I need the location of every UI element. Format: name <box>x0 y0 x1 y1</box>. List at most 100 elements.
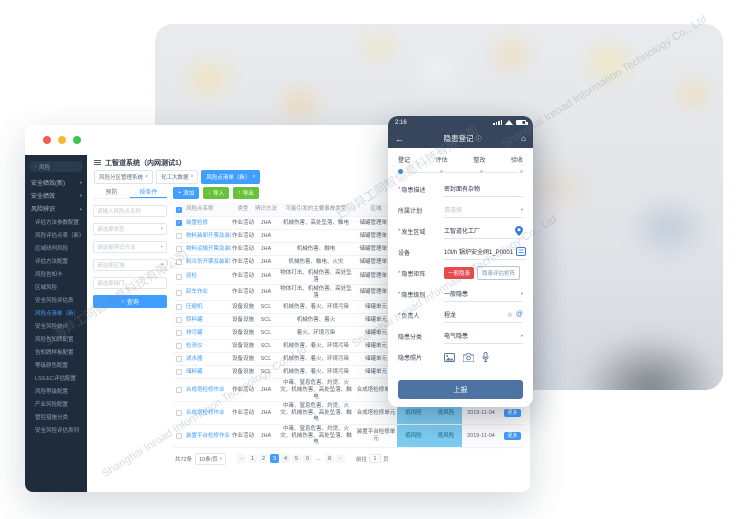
row-checkbox[interactable] <box>176 317 182 324</box>
next-page-button[interactable]: › <box>336 454 346 464</box>
risk-point-link[interactable]: 转料罐 <box>186 317 203 324</box>
query-button[interactable]: ○ 查询 <box>93 295 167 308</box>
sidebar-item[interactable]: 评估方法参数配置 <box>25 215 87 228</box>
page-button[interactable]: 2 <box>259 454 269 464</box>
page-size-select[interactable]: 10条/页 ▾ <box>195 452 227 465</box>
close-icon[interactable]: × <box>145 174 148 180</box>
row-checkbox[interactable] <box>176 387 182 394</box>
import-button[interactable]: ↓ 导入 <box>203 187 229 199</box>
row-checkbox[interactable] <box>176 432 182 439</box>
field-value[interactable]: 工智道化工厂 <box>444 225 523 239</box>
page-ellipsis[interactable]: ... <box>316 455 321 462</box>
submit-button[interactable]: 上报 <box>398 380 523 399</box>
matrix-level-button[interactable]: 一般隐患 <box>444 267 475 279</box>
risk-point-link[interactable]: 合成塔检修作业 <box>186 386 225 393</box>
row-checkbox[interactable] <box>176 233 182 239</box>
sidebar-item[interactable]: 等级颜色配置 <box>25 358 87 371</box>
row-checkbox[interactable] <box>176 304 182 311</box>
sidebar-item[interactable]: 评估方法配置 <box>25 254 87 267</box>
field-value[interactable]: 一般隐患 隐患评估矩阵 <box>444 266 523 281</box>
sidebar-item[interactable]: 风险告知卡 <box>25 267 87 280</box>
camera-icon[interactable] <box>463 352 474 362</box>
sidebar-item[interactable]: 区域研判风险 <box>25 241 87 254</box>
row-checkbox[interactable] <box>176 273 182 280</box>
info-icon[interactable]: ⓘ <box>475 137 482 143</box>
more-button[interactable]: 更多 <box>504 409 521 418</box>
row-checkbox[interactable] <box>176 259 182 265</box>
row-checkbox[interactable] <box>176 410 182 417</box>
risk-point-link[interactable]: 装置检修 <box>186 219 209 226</box>
row-checkbox[interactable] <box>176 369 182 376</box>
field-value[interactable]: 程龙 ⊗ @ <box>444 309 523 323</box>
sidebar-item[interactable]: 安全风险评估表 <box>25 293 87 306</box>
mic-icon[interactable] <box>482 352 489 362</box>
page-button[interactable]: 6 <box>303 454 313 464</box>
tab-item[interactable]: 化工大数据 × <box>155 170 199 184</box>
device-select-icon[interactable] <box>516 247 527 256</box>
risk-point-link[interactable]: 滤水器 <box>186 356 203 363</box>
row-checkbox[interactable]: ✓ <box>176 220 182 226</box>
risk-point-link[interactable]: 压缩机 <box>186 304 203 311</box>
sidebar-item[interactable]: 安全绩效 ▾ <box>25 189 87 202</box>
risk-point-link[interactable]: 合成塔检修作业 <box>186 409 225 416</box>
close-icon[interactable]: × <box>252 174 256 180</box>
filter-select[interactable]: 请选择辨识方法 ▾ <box>93 241 167 253</box>
risk-point-link[interactable]: 检测仪 <box>186 343 203 350</box>
field-value[interactable]: 密封面有杂物 <box>444 183 523 197</box>
filter-input[interactable]: 请选择部门 <box>93 277 167 289</box>
sidebar-item[interactable]: 告知牌样板配置 <box>25 345 87 358</box>
tab-item[interactable]: 风险点清单（新） × <box>201 170 261 184</box>
row-checkbox[interactable] <box>176 343 182 350</box>
sidebar-item[interactable]: 风险评估点表（新） <box>25 228 87 241</box>
sidebar-item[interactable]: 管控措施分类 <box>25 410 87 423</box>
risk-point-link[interactable]: 装置平台检修作业 <box>186 432 231 439</box>
filter-tab[interactable]: 按条件 <box>130 187 167 198</box>
sidebar-item[interactable]: LS/LEC评估配置 <box>25 371 87 384</box>
select-all-checkbox[interactable]: ✓ <box>176 206 182 213</box>
minimize-window-button[interactable] <box>58 136 66 144</box>
photo-icon[interactable] <box>444 352 455 362</box>
sidebar-item[interactable]: 风险辨识 ▴ <box>25 202 87 215</box>
matrix-detail-button[interactable]: 隐患评估矩阵 <box>477 266 521 280</box>
row-checkbox[interactable] <box>176 330 182 337</box>
sidebar-item[interactable]: 风险等级配置 <box>25 384 87 397</box>
sidebar-item[interactable]: 安全风险统计 <box>25 319 87 332</box>
page-button[interactable]: 4 <box>281 454 291 464</box>
export-button[interactable]: ↑ 导出 <box>233 187 259 199</box>
sidebar-item[interactable]: 风险告知牌配置 <box>25 332 87 345</box>
location-pin-icon[interactable] <box>515 225 523 236</box>
risk-point-link[interactable]: 物料装卸开票及装卸 <box>186 232 231 239</box>
page-button[interactable]: 8 <box>325 454 335 464</box>
menu-icon[interactable] <box>94 160 101 165</box>
field-value[interactable] <box>444 351 523 365</box>
field-value[interactable]: 电气隐患 ▾ <box>444 330 523 344</box>
mention-icon[interactable]: @ <box>515 311 523 318</box>
row-checkbox[interactable] <box>176 289 182 296</box>
field-value[interactable]: 请选择 ▾ <box>444 204 523 218</box>
prev-page-button[interactable]: ‹ <box>237 454 247 464</box>
risk-point-link[interactable]: 储料罐 <box>186 369 203 376</box>
page-button[interactable]: 1 <box>248 454 258 464</box>
home-icon[interactable]: ⌂ <box>521 134 526 143</box>
sidebar-item[interactable]: 安全绩效(新) ▾ <box>25 176 87 189</box>
clear-icon[interactable]: ⊗ <box>507 311 513 319</box>
page-button[interactable]: 5 <box>292 454 302 464</box>
filter-input[interactable]: 请输入风险点名称 <box>93 205 167 217</box>
field-value[interactable]: 10t/h 锅炉安全阀1_P0001 <box>444 246 527 260</box>
risk-point-link[interactable]: 巡检 <box>186 273 198 280</box>
back-icon[interactable]: ← <box>395 133 404 144</box>
filter-tab[interactable]: 预防 <box>105 190 118 196</box>
sidebar-item[interactable]: 风险点清单（新） <box>25 306 87 319</box>
sidebar-item[interactable]: 产业风险配置 <box>25 397 87 410</box>
close-window-button[interactable] <box>43 136 51 144</box>
field-value[interactable]: 一般隐患 ▾ <box>444 288 523 302</box>
sidebar-item[interactable]: 安全风险评估表列 <box>25 423 87 436</box>
goto-page-input[interactable]: 1 <box>369 454 382 464</box>
page-button[interactable]: 3 <box>270 454 280 464</box>
risk-point-link[interactable]: 制冷剂开票及装卸 <box>186 258 231 265</box>
row-checkbox[interactable] <box>176 356 182 363</box>
filter-select[interactable]: 请选择类型 ▾ <box>93 223 167 235</box>
risk-point-link[interactable]: 排污罐 <box>186 330 203 337</box>
sidebar-search-input[interactable]: ○ 风险 <box>29 161 83 172</box>
add-button[interactable]: + 添加 <box>173 187 200 199</box>
